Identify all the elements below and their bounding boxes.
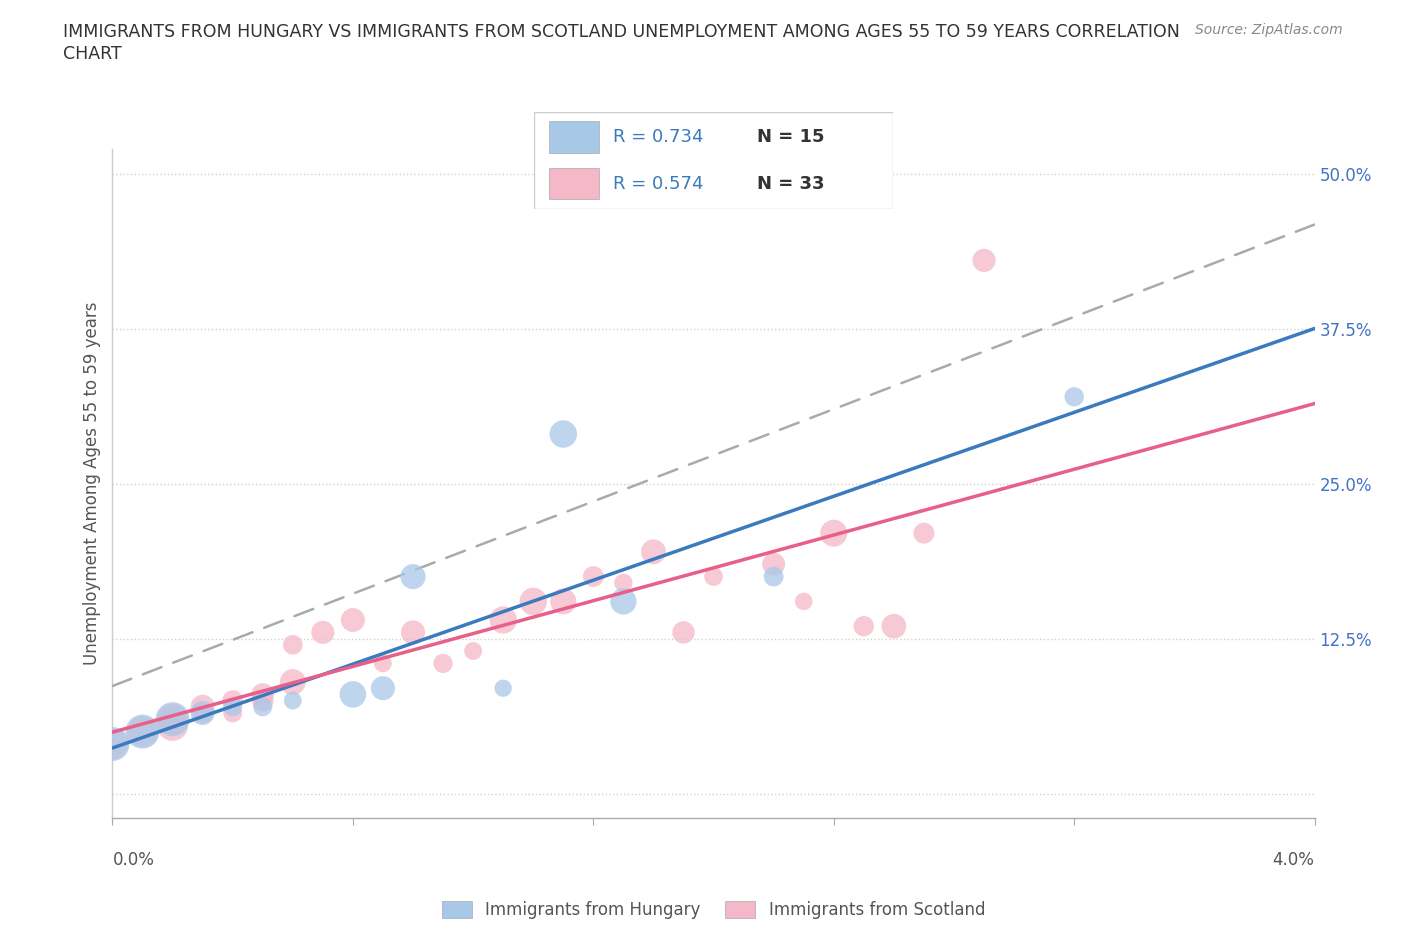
Point (793, 594, 815, 609)
Point (281, 693, 304, 708)
Point (553, 594, 575, 609)
Point (162, 718, 184, 733)
Point (191, 706, 214, 721)
Point (461, 644, 484, 658)
Point (492, 613, 515, 628)
Point (432, 656, 454, 671)
Text: R = 0.574: R = 0.574 (613, 175, 703, 193)
FancyBboxPatch shape (534, 112, 893, 209)
Point (222, 706, 245, 721)
Point (612, 594, 634, 609)
Text: N = 15: N = 15 (756, 128, 824, 146)
Point (973, 253, 995, 268)
Point (402, 625, 425, 640)
Point (162, 711, 184, 726)
Point (402, 569, 425, 584)
Point (852, 618, 875, 633)
Point (131, 724, 153, 739)
Point (582, 569, 605, 584)
Point (912, 525, 935, 540)
Point (762, 569, 785, 584)
Text: 0.0%: 0.0% (112, 851, 155, 870)
Legend: Immigrants from Hungary, Immigrants from Scotland: Immigrants from Hungary, Immigrants from… (433, 893, 994, 927)
Text: CHART: CHART (63, 45, 122, 62)
Point (281, 674, 304, 689)
Point (672, 625, 695, 640)
Point (342, 613, 364, 628)
Point (1063, 390, 1085, 405)
Point (762, 557, 785, 572)
Point (522, 594, 544, 609)
Point (191, 699, 214, 714)
Text: R = 0.734: R = 0.734 (613, 128, 703, 146)
Y-axis label: Unemployment Among Ages 55 to 59 years: Unemployment Among Ages 55 to 59 years (83, 302, 101, 665)
Point (222, 693, 245, 708)
Point (883, 618, 905, 633)
Point (553, 427, 575, 442)
Point (823, 525, 845, 540)
Point (612, 576, 634, 591)
Point (702, 569, 725, 584)
Text: N = 33: N = 33 (756, 175, 824, 193)
Point (252, 693, 274, 708)
Text: Source: ZipAtlas.com: Source: ZipAtlas.com (1195, 23, 1343, 37)
Point (252, 687, 274, 702)
Point (101, 737, 124, 751)
Text: IMMIGRANTS FROM HUNGARY VS IMMIGRANTS FROM SCOTLAND UNEMPLOYMENT AMONG AGES 55 T: IMMIGRANTS FROM HUNGARY VS IMMIGRANTS FR… (63, 23, 1180, 41)
Point (312, 625, 335, 640)
Point (252, 699, 274, 714)
Point (191, 706, 214, 721)
Point (131, 724, 153, 739)
Point (342, 687, 364, 702)
Point (281, 637, 304, 652)
Point (371, 681, 394, 696)
Point (101, 737, 124, 751)
FancyBboxPatch shape (548, 168, 599, 200)
Text: 4.0%: 4.0% (1272, 851, 1315, 870)
FancyBboxPatch shape (548, 122, 599, 153)
Point (643, 544, 665, 559)
Point (222, 699, 245, 714)
Point (371, 656, 394, 671)
Point (162, 711, 184, 726)
Point (492, 681, 515, 696)
